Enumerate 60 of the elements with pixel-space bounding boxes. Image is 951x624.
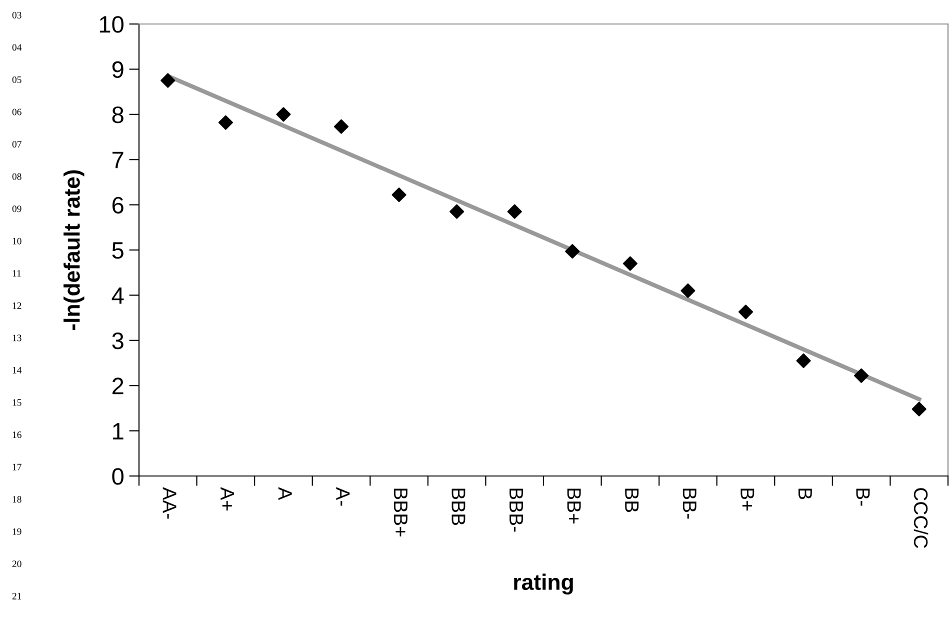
- point: [622, 256, 638, 271]
- point: [160, 73, 176, 88]
- point: [738, 304, 754, 320]
- x-axis-title: rating: [514, 574, 573, 594]
- text: 12: [12, 302, 22, 309]
- text: 03: [12, 12, 22, 18]
- y-tick-label: 0: [112, 468, 124, 485]
- text: 20: [12, 560, 22, 568]
- point: [218, 115, 233, 130]
- text: 07: [12, 140, 22, 148]
- point: [276, 107, 291, 122]
- text: 08: [12, 173, 22, 180]
- y-axis-title: -ln(default rate): [64, 170, 84, 330]
- x-tick-label: A-: [336, 487, 350, 506]
- x-tick-label: A+: [220, 487, 234, 510]
- point: [507, 204, 522, 219]
- y-tick-label: 7: [112, 152, 124, 168]
- y-tick-label: 4: [112, 288, 124, 304]
- point: [796, 353, 811, 368]
- x-tick-label: BB+: [567, 488, 581, 524]
- text: 10: [12, 238, 22, 244]
- x-tick-label: BB: [625, 488, 639, 512]
- x-tick-label: CCC/C: [914, 488, 928, 548]
- text: 04: [12, 44, 22, 51]
- x-tick-label: BBB: [452, 488, 466, 525]
- y-tick-label: 9: [112, 61, 124, 78]
- text: 15: [12, 399, 22, 406]
- x-tick-label: B: [798, 488, 812, 500]
- text: 11: [12, 270, 21, 277]
- y-tick-label: 8: [112, 106, 124, 124]
- x-tick-label: BB-: [682, 488, 696, 519]
- text: 16: [12, 432, 22, 438]
- point: [450, 204, 464, 219]
- point: [334, 119, 349, 134]
- x-tick-label: AA-: [162, 487, 176, 519]
- x-tick-label: BBB+: [394, 488, 408, 536]
- text: 17: [12, 464, 22, 470]
- x-tick-label: BBB-: [510, 488, 523, 532]
- x-tick-label: B+: [740, 488, 754, 510]
- point: [912, 402, 926, 416]
- text: 13: [12, 334, 22, 342]
- text: 06: [12, 108, 22, 116]
- point: [680, 283, 696, 298]
- text: 19: [12, 528, 22, 535]
- y-tick-label: 5: [112, 242, 124, 259]
- text: 18: [12, 496, 22, 503]
- point: [392, 188, 406, 202]
- text: 21: [12, 592, 22, 600]
- x-tick-label: A: [278, 487, 292, 500]
- point: [854, 368, 869, 383]
- y-tick-label: 2: [112, 378, 124, 394]
- point: [565, 244, 580, 259]
- text: 09: [12, 206, 22, 212]
- y-tick-label: 10: [100, 16, 124, 33]
- y-tick-label: 3: [112, 332, 124, 350]
- y-tick-label: 6: [112, 196, 124, 214]
- text: 14: [12, 366, 22, 374]
- x-tick-label: B-: [856, 488, 870, 506]
- text: 05: [12, 76, 22, 83]
- y-tick-label: 1: [113, 423, 124, 440]
